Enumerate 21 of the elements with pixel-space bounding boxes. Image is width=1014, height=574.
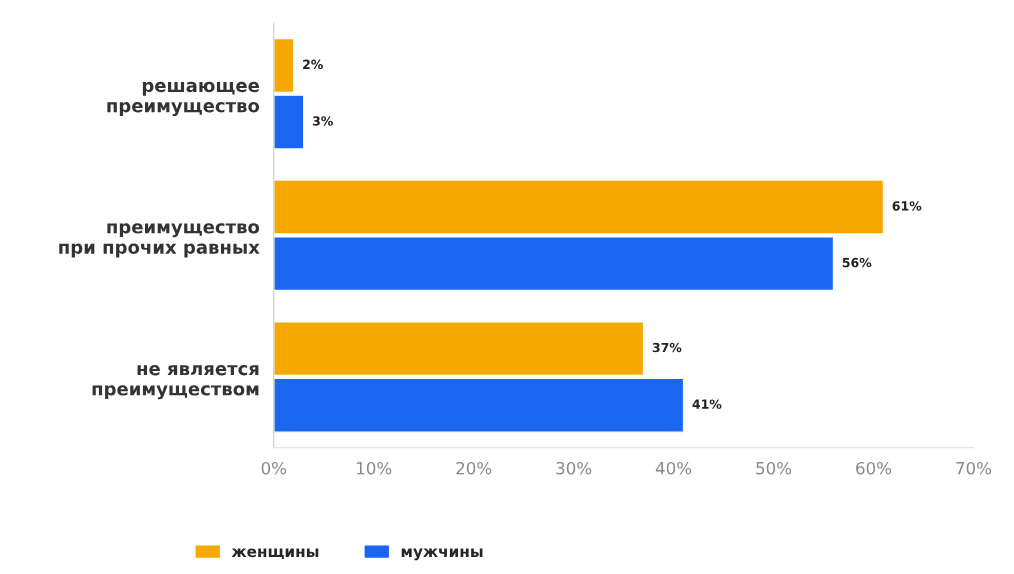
data-label: 61% <box>892 201 922 211</box>
bar <box>273 377 685 433</box>
data-label: 56% <box>842 257 872 268</box>
x-tick-label: 60% <box>856 461 892 475</box>
y-tick-label: преимущество при прочих равных <box>59 223 260 258</box>
data-label: 41% <box>692 399 722 409</box>
x-tick-label: 50% <box>756 461 792 475</box>
data-label: 37% <box>652 342 682 353</box>
x-tick-label: 30% <box>556 461 592 475</box>
y-tick-label: решающее преимущество <box>107 81 260 117</box>
x-tick-label: 70% <box>956 461 992 475</box>
data-label: 2% <box>303 59 323 70</box>
x-tick-label: 0% <box>261 461 287 475</box>
x-tick-label: 20% <box>456 461 492 475</box>
data-label: 3% <box>312 116 333 126</box>
bar <box>273 321 645 377</box>
y-tick-label: не является преимуществом <box>92 365 259 400</box>
x-tick-label: 40% <box>655 461 692 475</box>
x-tick-label: 10% <box>357 461 392 475</box>
legend-label: женщины <box>231 548 319 560</box>
legend-label: мужчины <box>401 548 483 561</box>
